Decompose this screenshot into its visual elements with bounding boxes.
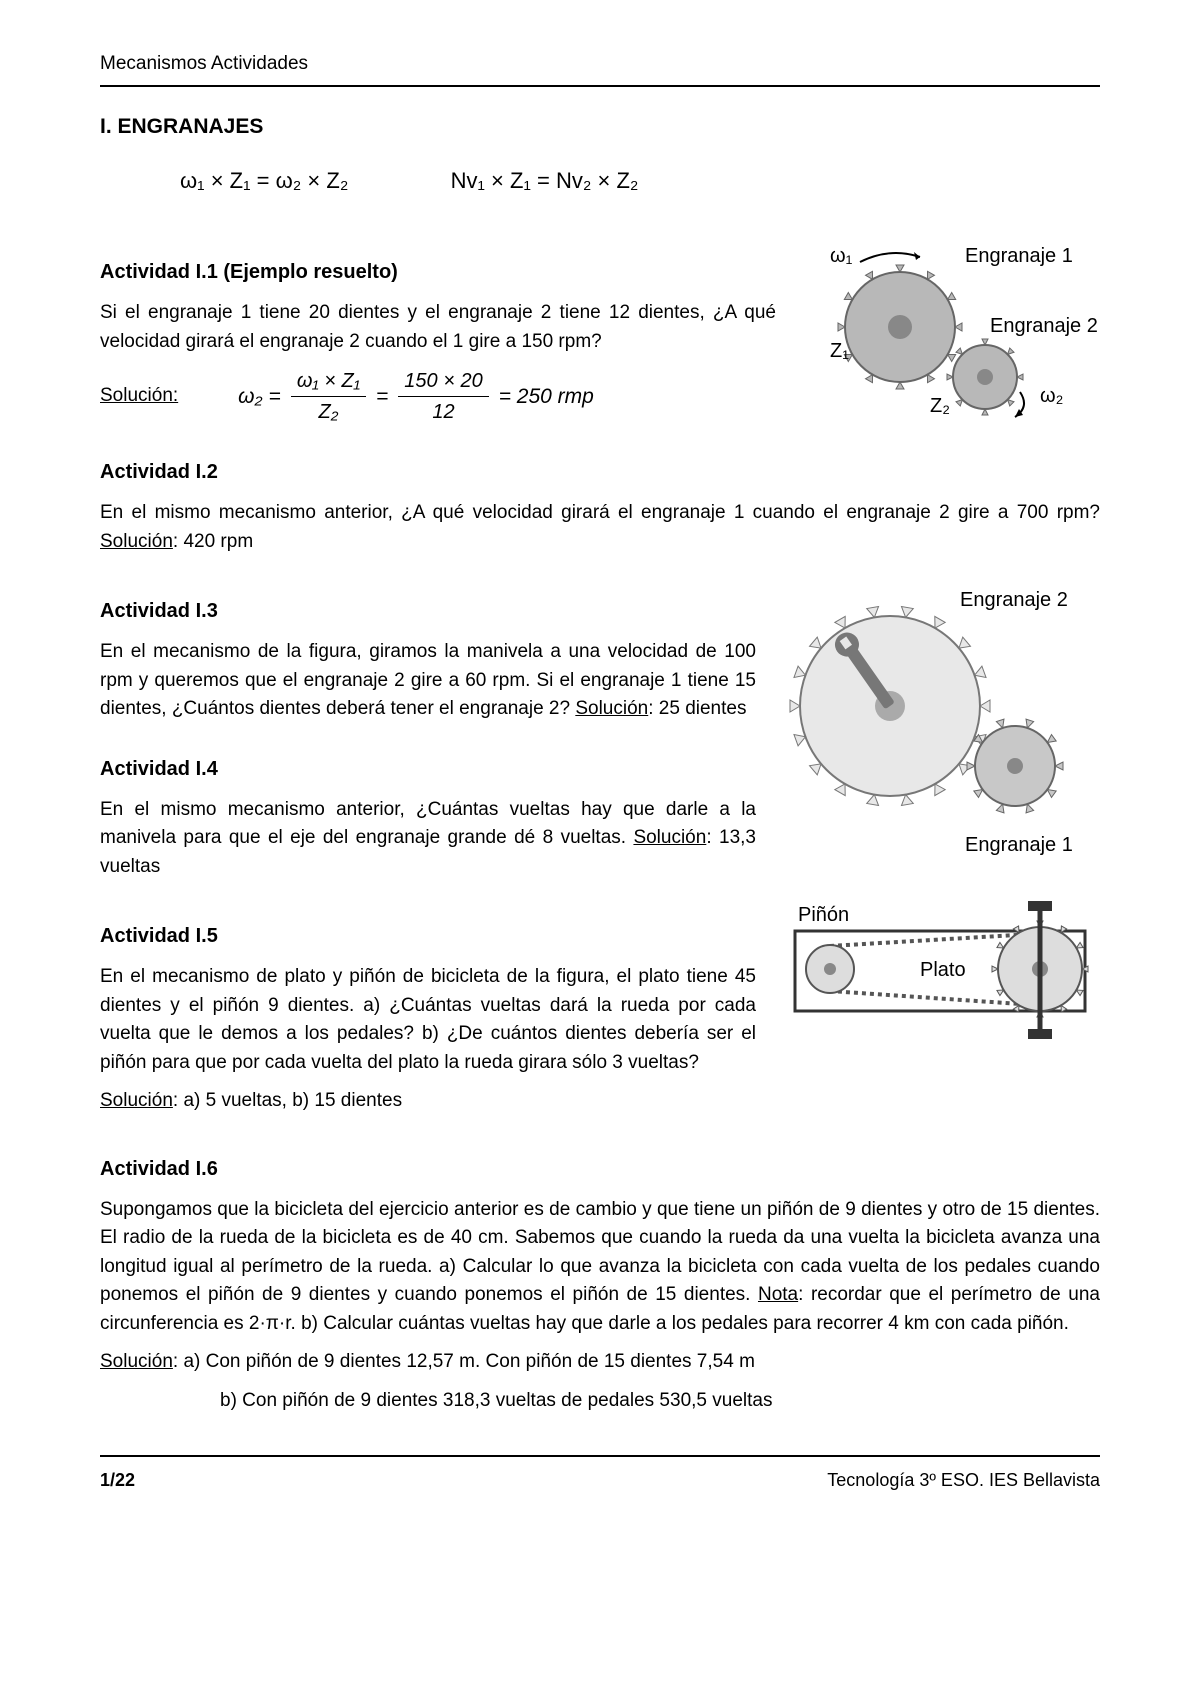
activity-2-text: En el mismo mecanismo anterior, ¿A qué v… xyxy=(100,499,1100,556)
nota-label: Nota xyxy=(758,1284,798,1305)
activity-4-text: En el mismo mecanismo anterior, ¿Cuántas… xyxy=(100,796,756,882)
activity-5-title: Actividad I.5 xyxy=(100,921,756,951)
omega2-symbol: ω₂ xyxy=(238,381,262,413)
activity-5-solution: Solución: a) 5 vueltas, b) 15 dientes xyxy=(100,1087,756,1116)
section-title: I. ENGRANAJES xyxy=(100,111,1100,143)
activity-6-solution-b: b) Con piñón de 9 dientes 318,3 vueltas … xyxy=(100,1387,1100,1416)
activity-6-solution-a: Solución: a) Con piñón de 9 dientes 12,5… xyxy=(100,1348,1100,1377)
activity-6-title: Actividad I.6 xyxy=(100,1154,1100,1184)
svg-text:Z₂: Z₂ xyxy=(930,395,950,417)
svg-text:Engranaje 2: Engranaje 2 xyxy=(960,589,1068,611)
activity-4-solution-label: Solución xyxy=(633,827,706,848)
activity-2-title: Actividad I.2 xyxy=(100,457,1100,487)
gears-diagram-2: Engranaje 2 Engranaje 1 xyxy=(780,566,1100,866)
footer-page: 1/22 xyxy=(100,1467,135,1494)
formula-1: ω₁ × Z₁ = ω₂ × Z₂ xyxy=(180,168,348,193)
activity-1-math: ω₂ = ω₁ × Z₁Z₂ = 150 × 2012 = 250 rmp xyxy=(238,366,594,427)
activity-3-solution-label: Solución xyxy=(575,698,648,719)
activity-3-title: Actividad I.3 xyxy=(100,596,756,626)
svg-text:Engranaje 2: Engranaje 2 xyxy=(990,315,1098,337)
formula-row: ω₁ × Z₁ = ω₂ × Z₂ Nv₁ × Z₁ = Nv₂ × Z₂ xyxy=(100,164,1100,197)
frac1-den: Z₂ xyxy=(291,397,366,427)
activity-3-text: En el mecanismo de la figura, giramos la… xyxy=(100,638,756,724)
footer-right: Tecnología 3º ESO. IES Bellavista xyxy=(827,1467,1100,1494)
page-header: Mecanismos Actividades xyxy=(100,50,1100,87)
formula-2: Nv₁ × Z₁ = Nv₂ × Z₂ xyxy=(451,168,639,193)
math-result: = 250 rmp xyxy=(499,381,594,413)
frac2-den: 12 xyxy=(398,397,488,427)
activity-2-solution-value: : 420 rpm xyxy=(173,531,253,552)
frac2-num: 150 × 20 xyxy=(398,366,488,397)
activity-4-title: Actividad I.4 xyxy=(100,754,756,784)
activity-2-solution-label: Solución xyxy=(100,531,173,552)
svg-text:Plato: Plato xyxy=(920,959,966,981)
activity-1-text: Si el engranaje 1 tiene 20 dientes y el … xyxy=(100,299,776,356)
activity-1-title: Actividad I.1 (Ejemplo resuelto) xyxy=(100,257,776,287)
activity-3-solution-value: : 25 dientes xyxy=(648,698,746,719)
svg-text:ω₁: ω₁ xyxy=(830,245,853,267)
svg-text:ω₂: ω₂ xyxy=(1040,385,1063,407)
activity-5-text: En el mecanismo de plato y piñón de bici… xyxy=(100,963,756,1077)
page-footer: 1/22 Tecnología 3º ESO. IES Bellavista xyxy=(100,1455,1100,1494)
frac1-num: ω₁ × Z₁ xyxy=(291,366,366,397)
bike-chain-diagram: Piñón Plato xyxy=(780,891,1100,1061)
svg-text:Piñón: Piñón xyxy=(798,904,849,926)
activity-1-solution-label: Solución: xyxy=(100,382,178,411)
svg-text:Z₁: Z₁ xyxy=(830,340,849,362)
gears-diagram-1: ω₁ Engranaje 1 Z₁ Engranaje 2 Z₂ ω₂ xyxy=(800,227,1100,427)
svg-text:Engranaje 1: Engranaje 1 xyxy=(965,834,1073,856)
svg-text:Engranaje 1: Engranaje 1 xyxy=(965,245,1073,267)
activity-6-text: Supongamos que la bicicleta del ejercici… xyxy=(100,1196,1100,1339)
